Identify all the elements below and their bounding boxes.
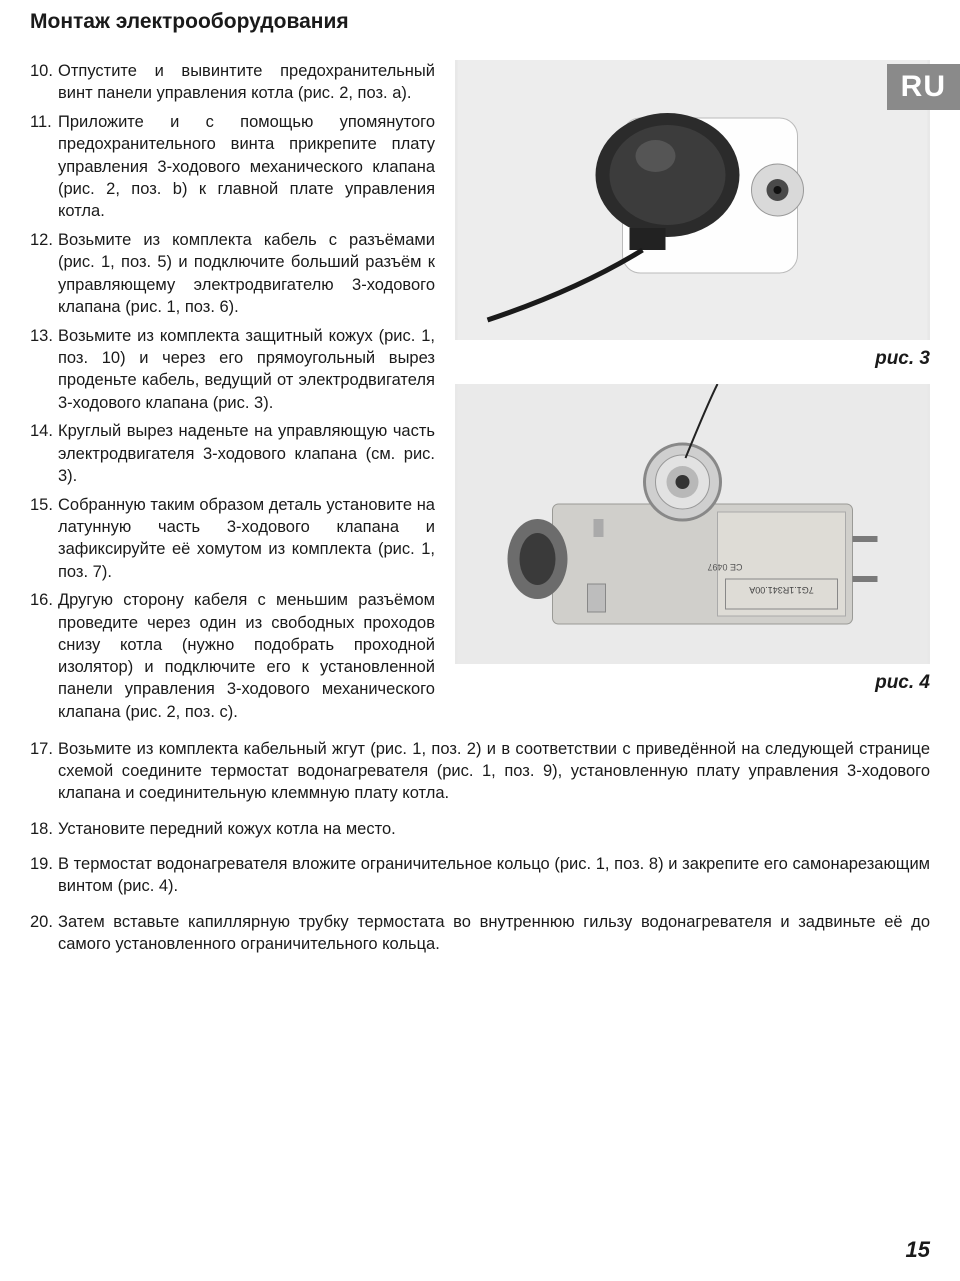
step-number: 18.: [30, 818, 58, 840]
figure-4-image: 7G1.1R341.00A CE 0497: [455, 384, 930, 664]
step-number: 11.: [30, 111, 58, 222]
step-text: Возьмите из комплекта кабель с разъёмами…: [58, 229, 435, 318]
instruction-step: 16.Другую сторону кабеля с меньшим разъё…: [30, 589, 435, 723]
instruction-step: 10.Отпустите и вывинтите предохранительн…: [30, 60, 435, 105]
step-text: Приложите и с помощью упомянутого предох…: [58, 111, 435, 222]
instruction-step: 13.Возьмите из комплекта защитный кожух …: [30, 325, 435, 414]
instruction-step: 18.Установите передний кожух котла на ме…: [30, 818, 930, 840]
step-text: Возьмите из комплекта кабельный жгут (ри…: [58, 738, 930, 805]
full-width-steps: 17.Возьмите из комплекта кабельный жгут …: [30, 738, 930, 956]
language-badge: RU: [887, 64, 960, 110]
instruction-step: 15.Собранную таким образом деталь устано…: [30, 494, 435, 583]
step-text: Собранную таким образом деталь установит…: [58, 494, 435, 583]
instruction-step: 19.В термостат водонагревателя вложите о…: [30, 853, 930, 898]
step-number: 13.: [30, 325, 58, 414]
figure-3-image: [455, 60, 930, 340]
step-text: Возьмите из комплекта защитный кожух (ри…: [58, 325, 435, 414]
two-column-layout: 10.Отпустите и вывинтите предохранительн…: [30, 60, 930, 730]
instruction-step: 14.Круглый вырез наденьте на управляющую…: [30, 420, 435, 487]
figure-4-caption: рис. 4: [455, 672, 930, 694]
step-number: 10.: [30, 60, 58, 105]
step-number: 20.: [30, 911, 58, 956]
step-number: 17.: [30, 738, 58, 805]
svg-text:CE 0497: CE 0497: [707, 562, 742, 572]
left-column: 10.Отпустите и вывинтите предохранительн…: [30, 60, 435, 730]
step-number: 14.: [30, 420, 58, 487]
instruction-step: 20.Затем вставьте капиллярную трубку тер…: [30, 911, 930, 956]
figure-3-caption: рис. 3: [455, 348, 930, 370]
instruction-list-full: 17.Возьмите из комплекта кабельный жгут …: [30, 738, 930, 956]
step-text: Установите передний кожух котла на место…: [58, 818, 930, 840]
right-column: рис. 3 7G1.1R341.00A CE 0497: [455, 60, 930, 730]
step-number: 16.: [30, 589, 58, 723]
step-text: В термостат водонагревателя вложите огра…: [58, 853, 930, 898]
step-text: Другую сторону кабеля с меньшим разъёмом…: [58, 589, 435, 723]
step-text: Затем вставьте капиллярную трубку термос…: [58, 911, 930, 956]
page-number: 15: [906, 1237, 930, 1263]
instruction-step: 11.Приложите и с помощью упомянутого пре…: [30, 111, 435, 222]
page-title: Монтаж электрооборудования: [30, 10, 930, 34]
step-number: 19.: [30, 853, 58, 898]
instruction-step: 12.Возьмите из комплекта кабель с разъём…: [30, 229, 435, 318]
step-text: Отпустите и вывинтите предохранительный …: [58, 60, 435, 105]
step-number: 12.: [30, 229, 58, 318]
svg-text:7G1.1R341.00A: 7G1.1R341.00A: [749, 585, 814, 595]
instruction-step: 17.Возьмите из комплекта кабельный жгут …: [30, 738, 930, 805]
step-text: Круглый вырез наденьте на управляющую ча…: [58, 420, 435, 487]
instruction-list-left: 10.Отпустите и вывинтите предохранительн…: [30, 60, 435, 723]
step-number: 15.: [30, 494, 58, 583]
